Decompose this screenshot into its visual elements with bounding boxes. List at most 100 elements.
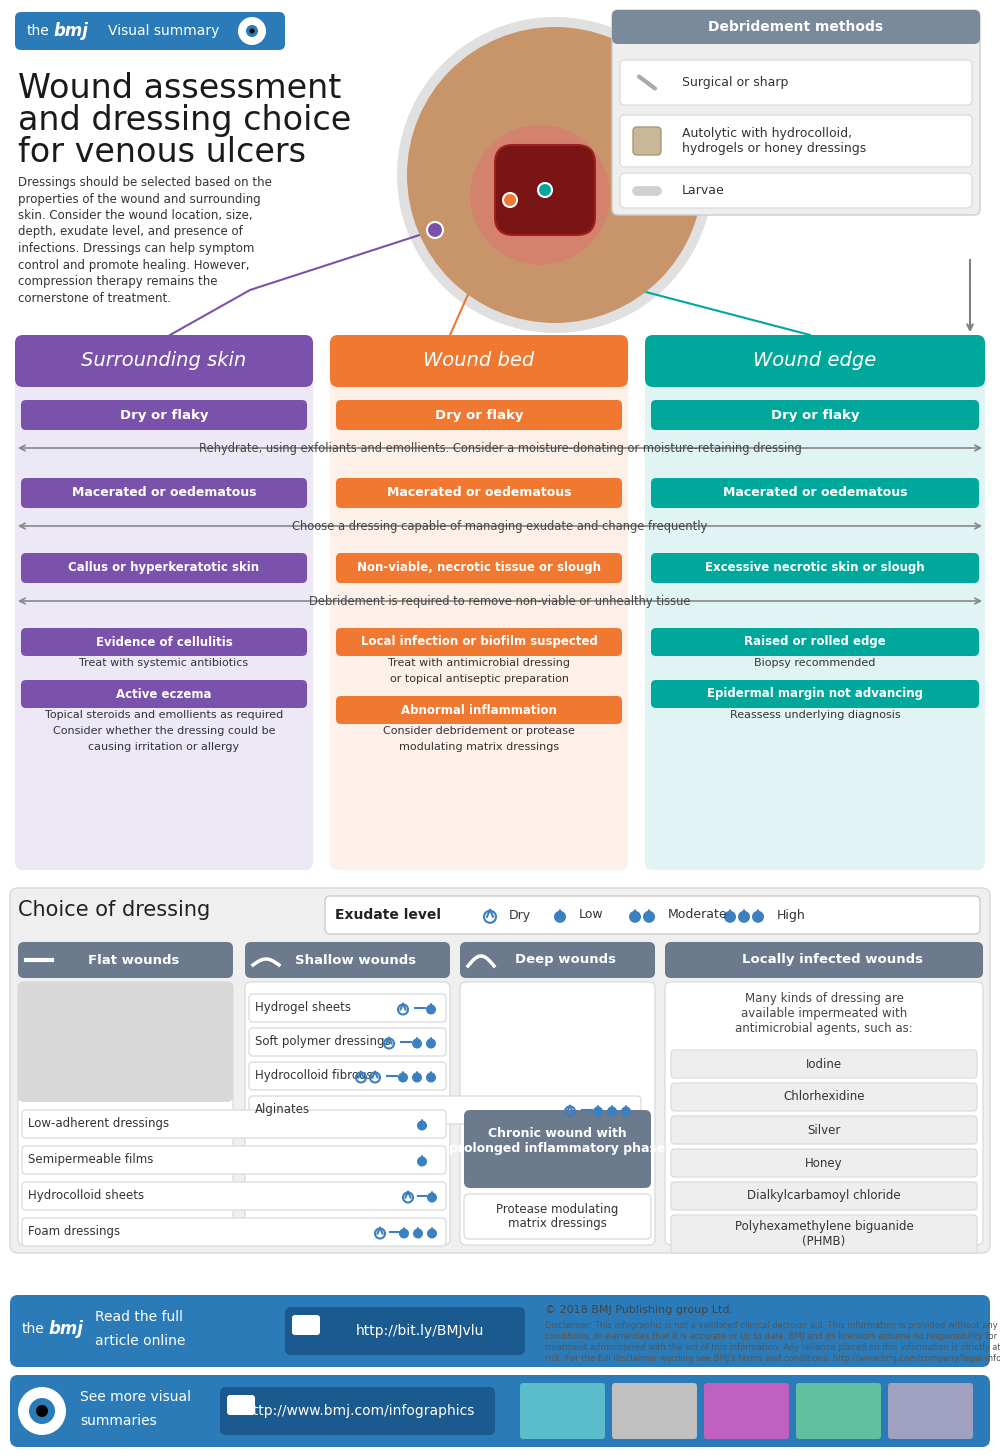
Text: the: the — [22, 1322, 45, 1337]
Polygon shape — [557, 910, 563, 917]
FancyBboxPatch shape — [612, 10, 980, 215]
Text: Macerated or oedematous: Macerated or oedematous — [387, 486, 571, 499]
Circle shape — [238, 17, 266, 45]
Text: High: High — [777, 909, 806, 922]
FancyBboxPatch shape — [10, 888, 990, 1254]
FancyBboxPatch shape — [21, 553, 307, 582]
Text: Biopsy recommended: Biopsy recommended — [754, 658, 876, 668]
Circle shape — [412, 1073, 422, 1082]
Circle shape — [503, 194, 517, 207]
Polygon shape — [416, 1227, 420, 1233]
Polygon shape — [632, 910, 638, 917]
Text: and dressing choice: and dressing choice — [18, 103, 351, 137]
Text: Hydrocolloid fibrous: Hydrocolloid fibrous — [255, 1070, 373, 1082]
Text: Macerated or oedematous: Macerated or oedematous — [723, 486, 907, 499]
FancyBboxPatch shape — [10, 1294, 990, 1367]
Circle shape — [426, 1073, 436, 1082]
Polygon shape — [610, 1105, 614, 1111]
FancyBboxPatch shape — [464, 1194, 651, 1239]
Text: Dialkylcarbamoyl chloride: Dialkylcarbamoyl chloride — [747, 1190, 901, 1203]
FancyBboxPatch shape — [620, 173, 972, 208]
Circle shape — [413, 1229, 423, 1239]
Text: Polyhexamethylene biguanide
(PHMB): Polyhexamethylene biguanide (PHMB) — [735, 1220, 913, 1248]
Text: Hydrogel sheets: Hydrogel sheets — [255, 1002, 351, 1015]
FancyBboxPatch shape — [249, 1096, 641, 1124]
Text: Active eczema: Active eczema — [116, 687, 212, 700]
Text: Alginates: Alginates — [255, 1104, 310, 1117]
Circle shape — [470, 125, 610, 265]
FancyBboxPatch shape — [651, 400, 979, 430]
Text: Silver: Silver — [807, 1124, 841, 1137]
Circle shape — [36, 1405, 48, 1417]
Text: Evidence of cellulitis: Evidence of cellulitis — [96, 635, 232, 648]
Circle shape — [398, 1073, 408, 1082]
FancyBboxPatch shape — [645, 335, 985, 387]
FancyBboxPatch shape — [15, 12, 285, 50]
FancyBboxPatch shape — [671, 1115, 977, 1144]
Text: Consider debridement or protease: Consider debridement or protease — [383, 727, 575, 735]
FancyBboxPatch shape — [704, 1383, 789, 1439]
Text: Flat wounds: Flat wounds — [88, 954, 179, 967]
Text: See more visual: See more visual — [80, 1390, 191, 1404]
Text: Wound bed: Wound bed — [423, 351, 535, 370]
Text: Autolytic with hydrocolloid,
hydrogels or honey dressings: Autolytic with hydrocolloid, hydrogels o… — [682, 127, 866, 154]
Text: Dry or flaky: Dry or flaky — [435, 409, 523, 421]
Circle shape — [724, 911, 736, 923]
FancyBboxPatch shape — [18, 981, 233, 1102]
Text: treatment administered with the aid of this information. Any reliance placed on : treatment administered with the aid of t… — [545, 1342, 1000, 1353]
Text: Larvae: Larvae — [682, 183, 725, 197]
Text: Shallow wounds: Shallow wounds — [295, 954, 416, 967]
Text: Reassess underlying diagnosis: Reassess underlying diagnosis — [730, 711, 900, 721]
Text: Wound edge: Wound edge — [753, 351, 877, 370]
Circle shape — [427, 221, 443, 237]
FancyBboxPatch shape — [495, 146, 595, 234]
Polygon shape — [428, 1038, 434, 1044]
FancyBboxPatch shape — [796, 1383, 881, 1439]
Polygon shape — [428, 1003, 434, 1009]
Text: bmj: bmj — [53, 22, 88, 39]
Polygon shape — [430, 1227, 434, 1233]
Text: Visual summary: Visual summary — [108, 23, 219, 38]
FancyBboxPatch shape — [336, 696, 622, 724]
FancyBboxPatch shape — [22, 1109, 446, 1139]
FancyBboxPatch shape — [21, 478, 307, 508]
FancyBboxPatch shape — [22, 1182, 446, 1210]
FancyBboxPatch shape — [460, 942, 655, 978]
Polygon shape — [624, 1105, 629, 1111]
FancyBboxPatch shape — [651, 553, 979, 582]
Polygon shape — [378, 1227, 382, 1233]
Text: article online: article online — [95, 1334, 185, 1348]
FancyBboxPatch shape — [464, 1109, 651, 1188]
Polygon shape — [420, 1120, 424, 1125]
Text: Choice of dressing: Choice of dressing — [18, 900, 210, 920]
FancyBboxPatch shape — [220, 1388, 495, 1436]
FancyBboxPatch shape — [325, 895, 980, 933]
Text: Dry: Dry — [509, 909, 531, 922]
FancyBboxPatch shape — [651, 628, 979, 657]
Circle shape — [607, 1107, 617, 1117]
Text: bmj: bmj — [48, 1321, 83, 1338]
Polygon shape — [487, 910, 493, 917]
FancyBboxPatch shape — [10, 1374, 990, 1447]
Text: Dressings should be selected based on the
properties of the wound and surroundin: Dressings should be selected based on th… — [18, 176, 272, 304]
Circle shape — [407, 28, 703, 323]
Text: modulating matrix dressings: modulating matrix dressings — [399, 743, 559, 751]
Text: Locally infected wounds: Locally infected wounds — [742, 954, 922, 967]
FancyBboxPatch shape — [671, 1149, 977, 1176]
Text: Consider whether the dressing could be: Consider whether the dressing could be — [53, 727, 275, 735]
Polygon shape — [568, 1105, 572, 1111]
Text: Chlorhexidine: Chlorhexidine — [783, 1091, 865, 1104]
FancyBboxPatch shape — [18, 942, 233, 978]
Text: http://www.bmj.com/infographics: http://www.bmj.com/infographics — [245, 1404, 475, 1418]
Text: Low-adherent dressings: Low-adherent dressings — [28, 1118, 169, 1130]
FancyBboxPatch shape — [245, 942, 450, 978]
Circle shape — [427, 1229, 437, 1239]
FancyBboxPatch shape — [249, 994, 446, 1022]
Circle shape — [399, 1229, 409, 1239]
Circle shape — [18, 1388, 66, 1436]
Text: Dry or flaky: Dry or flaky — [120, 409, 208, 421]
FancyBboxPatch shape — [249, 1028, 446, 1056]
Circle shape — [538, 183, 552, 197]
FancyBboxPatch shape — [336, 628, 622, 657]
Text: summaries: summaries — [80, 1414, 157, 1428]
